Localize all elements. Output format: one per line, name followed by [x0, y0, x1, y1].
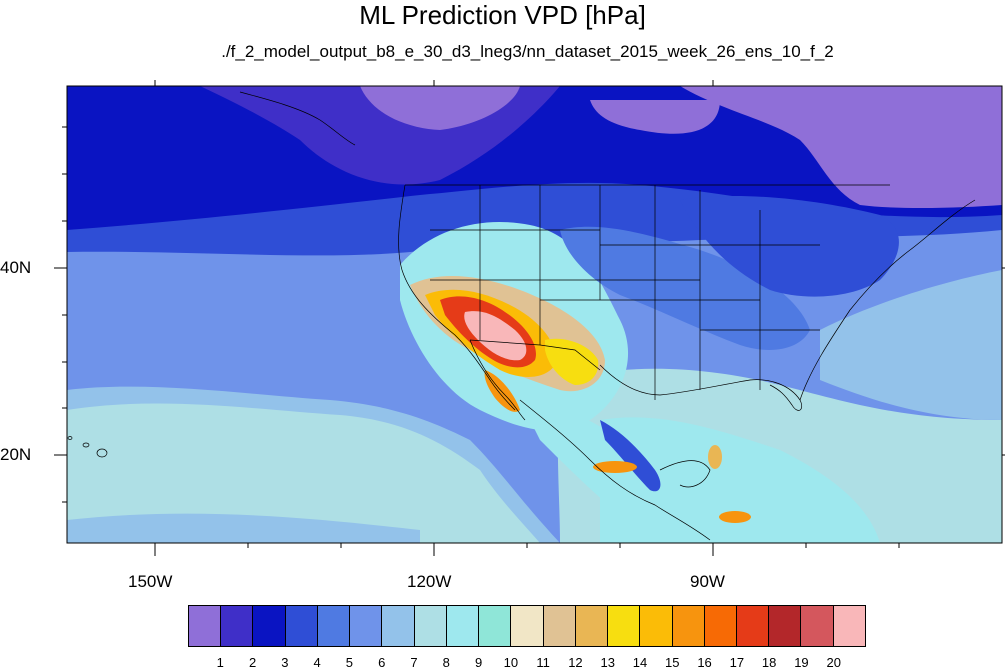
island-hawaii-3 — [67, 436, 73, 440]
colorbar-labels: 1 2 3 4 5 6 7 8 9 10 11 12 13 14 15 16 17 18 19 20 — [188, 656, 866, 672]
colorbar-swatch — [543, 606, 576, 646]
colorbar-tick-label: 11 — [536, 655, 550, 670]
island-hawaii — [96, 448, 108, 458]
colorbar-swatch — [608, 606, 641, 646]
colorbar — [188, 605, 866, 647]
colorbar-swatch — [317, 606, 351, 646]
coast-alaska — [239, 91, 356, 146]
coast-east — [799, 199, 976, 401]
map-title: ML Prediction VPD [hPa] — [359, 0, 646, 30]
colorbar-tick-label: 5 — [345, 655, 354, 670]
field-south-pacific-bottom — [67, 513, 420, 543]
coastlines — [67, 91, 976, 541]
coast-mexico — [519, 399, 711, 541]
lat-label-20n: 20N — [0, 445, 32, 464]
colorbar-swatch — [736, 606, 770, 646]
colorbar-swatch — [253, 606, 286, 646]
field-hotspot-3 — [719, 511, 751, 523]
colorbar-swatch — [575, 606, 609, 646]
colorbar-swatch — [640, 606, 673, 646]
colorbar-tick-label: 2 — [248, 655, 257, 670]
colorbar-swatch — [382, 606, 415, 646]
field-mexico-blue — [600, 420, 661, 492]
colorbar-swatch — [672, 606, 705, 646]
field-north-purple-east — [680, 86, 1002, 209]
colorbar-swatch — [414, 606, 447, 646]
field-caribbean-cyan — [600, 417, 880, 543]
field-central-blue — [560, 226, 810, 350]
lon-label-90w: 90W — [690, 572, 725, 591]
colorbar-tick-label: 4 — [313, 655, 321, 670]
colorbar-swatch — [511, 606, 544, 646]
colorbar-tick-label: 10 — [503, 655, 519, 670]
colorbar-swatch — [350, 606, 383, 646]
map-subtitle: ./f_2_model_output_b8_e_30_d3_lneg3/nn_d… — [221, 42, 834, 61]
field-hotspot-1 — [593, 461, 637, 473]
field-south-pacific-cyan — [67, 403, 540, 543]
colorbar-tick-label: 20 — [826, 655, 841, 670]
colorbar-tick-label: 17 — [729, 655, 745, 670]
vpd-map — [54, 80, 1005, 556]
state-lines — [430, 185, 820, 400]
field-north-purple-west — [360, 86, 520, 130]
colorbar-swatch — [446, 606, 480, 646]
colorbar-tick-label: 16 — [697, 655, 712, 670]
colorbar-tick-label: 14 — [632, 655, 648, 670]
lon-label-120w: 120W — [407, 572, 452, 591]
lat-label-40n: 40N — [0, 258, 32, 277]
coast-west — [398, 184, 516, 411]
colorbar-swatch — [704, 606, 737, 646]
field-atlantic-light — [820, 270, 1002, 420]
colorbar-swatch — [801, 606, 834, 646]
colorbar-tick-label: 7 — [410, 655, 418, 670]
field-hotspot-2 — [708, 445, 722, 469]
colorbar-tick-label: 8 — [442, 655, 450, 670]
island-hawaii-2 — [82, 442, 90, 448]
colorbar-swatch — [479, 606, 512, 646]
coast-yucatan — [659, 460, 711, 488]
colorbar-tick-label: 19 — [794, 655, 809, 670]
colorbar-tick-label: 12 — [568, 655, 583, 670]
colorbar-tick-label: 1 — [216, 655, 224, 670]
lon-label-150w: 150W — [128, 572, 173, 591]
field-east-blue — [680, 195, 899, 297]
colorbar-swatch — [285, 606, 318, 646]
field-texas-orange — [545, 338, 599, 385]
colorbar-tick-label: 3 — [281, 655, 289, 670]
border-us-mexico — [469, 339, 601, 371]
colorbar-tick-label: 15 — [665, 655, 680, 670]
colorbar-tick-label: 18 — [761, 655, 777, 670]
colorbar-tick-label: 6 — [378, 655, 386, 670]
colorbar-swatch — [221, 606, 254, 646]
colorbar-swatch — [189, 606, 222, 646]
colorbar-tick-label: 9 — [474, 655, 483, 670]
coast-gulf — [599, 364, 803, 411]
colorbar-tick-label: 13 — [600, 655, 615, 670]
colorbar-swatch — [833, 606, 865, 646]
coast-baja — [469, 339, 526, 421]
field-north-purple-east2 — [590, 100, 720, 134]
field-mexico-cyan — [520, 400, 670, 515]
colorbar-swatch — [769, 606, 802, 646]
